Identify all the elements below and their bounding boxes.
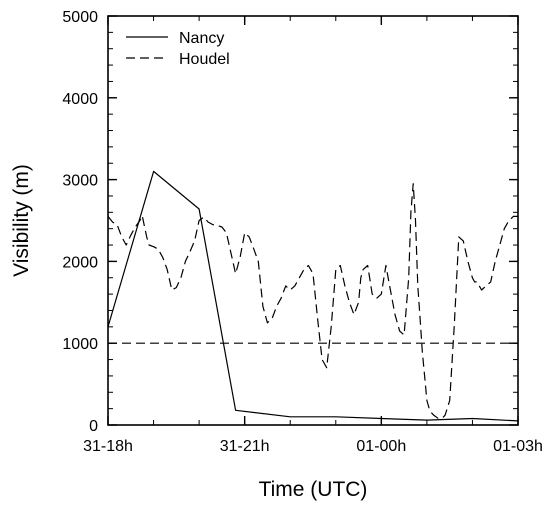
x-tick-label: 01-03h (493, 438, 543, 455)
y-tick-label: 5000 (62, 9, 98, 26)
x-tick-label: 31-21h (220, 438, 270, 455)
y-tick-label: 0 (89, 418, 98, 435)
y-tick-label: 1000 (62, 336, 98, 353)
series-layer (107, 170, 519, 422)
x-axis-title: Time (UTC) (259, 478, 368, 501)
plot-frame (107, 15, 519, 426)
y-axis-title: Visibility (m) (10, 164, 33, 277)
series-line-nancy (107, 170, 519, 422)
legend-label-houdel: Houdel (179, 51, 230, 68)
y-tick-label: 4000 (62, 91, 98, 108)
axes-layer: 0 1000 2000 3000 4000 5000 31-18h 31-21h 01-00h 0… (62, 9, 543, 455)
legend: Nancy Houdel (126, 30, 230, 68)
y-tick-label: 2000 (62, 254, 98, 271)
series-line-houdel (107, 183, 518, 420)
legend-label-nancy: Nancy (179, 30, 224, 47)
x-tick-label: 01-00h (356, 438, 406, 455)
y-tick-label: 3000 (62, 173, 98, 190)
x-tick-label: 31-18h (83, 438, 133, 455)
